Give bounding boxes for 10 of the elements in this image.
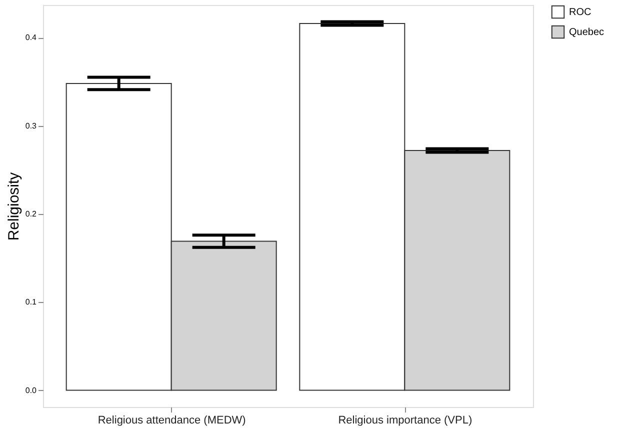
y-tick-label: 0.3 [25,121,38,130]
x-tick-label: Religious attendance (MEDW) [98,414,246,426]
y-tick-label: 0.2 [25,209,38,218]
x-tick-label: Religious importance (VPL) [338,414,472,426]
y-tick-label: 0.0 [25,386,38,395]
y-tick-label: 0.1 [25,298,38,307]
y-axis-title: Religiosity [5,172,22,241]
legend-label: Quebec [569,27,604,38]
legend-label: ROC [569,7,592,18]
y-tick-label: 0.4 [25,33,38,42]
